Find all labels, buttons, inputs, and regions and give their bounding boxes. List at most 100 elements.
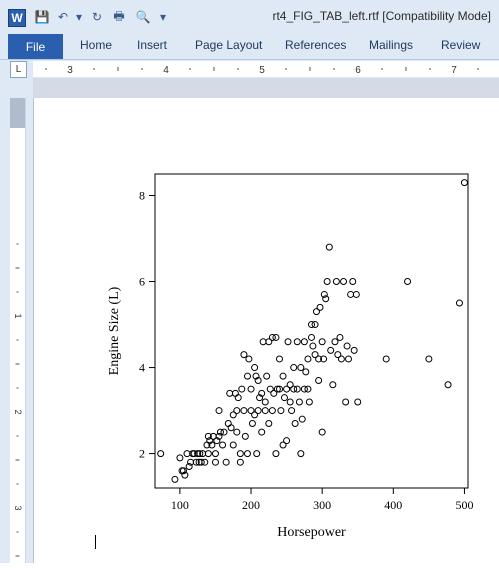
data-point bbox=[283, 437, 291, 445]
data-point bbox=[216, 428, 224, 436]
tab-references[interactable]: References bbox=[285, 38, 347, 52]
data-point bbox=[290, 385, 298, 393]
data-point bbox=[261, 407, 269, 415]
data-point bbox=[272, 333, 280, 341]
data-point bbox=[268, 333, 276, 341]
data-point bbox=[233, 407, 241, 415]
ruler-row: L 3 4 5 6 7 bbox=[0, 60, 499, 78]
data-point bbox=[254, 376, 262, 384]
data-point bbox=[350, 346, 358, 354]
data-point bbox=[215, 432, 223, 440]
data-point bbox=[305, 398, 313, 406]
x-tick-label: 400 bbox=[384, 498, 402, 512]
y-tick-label: 8 bbox=[139, 189, 145, 203]
ruler-label: 4 bbox=[163, 65, 169, 76]
ruler-label: 2 bbox=[13, 409, 23, 414]
data-point bbox=[455, 299, 463, 307]
tab-selector-button[interactable]: L bbox=[10, 61, 27, 78]
data-point bbox=[227, 424, 235, 432]
data-point bbox=[315, 355, 323, 363]
word-logo-icon[interactable]: W bbox=[8, 9, 26, 27]
data-point bbox=[219, 441, 227, 449]
undo-dropdown-icon[interactable]: ▾ bbox=[75, 10, 83, 24]
data-point bbox=[329, 381, 337, 389]
vertical-ruler[interactable]: 1234 bbox=[10, 98, 26, 563]
data-point bbox=[304, 385, 312, 393]
tab-review[interactable]: Review bbox=[441, 38, 481, 52]
data-point bbox=[241, 432, 249, 440]
data-point bbox=[275, 355, 283, 363]
text-cursor bbox=[95, 535, 96, 549]
data-point bbox=[224, 419, 232, 427]
data-point bbox=[201, 458, 209, 466]
data-point bbox=[183, 450, 191, 458]
data-point bbox=[231, 389, 239, 397]
data-point bbox=[308, 321, 315, 329]
data-point bbox=[194, 450, 202, 458]
data-point bbox=[302, 368, 310, 376]
data-point bbox=[280, 394, 288, 402]
data-point bbox=[460, 179, 468, 187]
data-point bbox=[336, 333, 344, 341]
data-point bbox=[275, 385, 283, 393]
data-point bbox=[211, 458, 219, 466]
page-gap bbox=[33, 78, 499, 98]
data-point bbox=[215, 407, 223, 415]
data-point bbox=[251, 364, 259, 372]
data-point bbox=[265, 419, 273, 427]
data-point bbox=[229, 411, 237, 419]
data-point bbox=[204, 432, 212, 440]
horizontal-ruler[interactable]: 3 4 5 6 7 bbox=[33, 61, 499, 77]
data-point bbox=[233, 428, 241, 436]
data-point bbox=[316, 303, 324, 311]
document-page[interactable]: 100 200 300 400 500 2 4 6 8 Horsepower Engine Si… bbox=[33, 98, 499, 563]
x-tick-label: 500 bbox=[455, 498, 473, 512]
title-bar: W 💾 ↶ ▾ ↻ 🖶 🔍 ▾ rt4_FIG_TAB_left.rtf [Compatibi… bbox=[0, 0, 499, 32]
data-point bbox=[196, 450, 204, 458]
tab-mailings[interactable]: Mailings bbox=[369, 38, 414, 52]
ruler-label: 1 bbox=[13, 313, 23, 318]
tab-home[interactable]: Home bbox=[80, 38, 113, 52]
tab-page-layout[interactable]: Page Layout bbox=[195, 38, 263, 52]
data-point bbox=[261, 398, 269, 406]
redo-icon[interactable]: ↻ bbox=[91, 10, 103, 24]
data-point bbox=[248, 419, 256, 427]
data-point bbox=[226, 389, 234, 397]
ruler-label: 7 bbox=[451, 65, 457, 76]
data-point bbox=[222, 458, 230, 466]
data-point bbox=[234, 394, 242, 402]
data-point bbox=[349, 278, 357, 286]
data-point bbox=[236, 458, 244, 466]
data-point bbox=[342, 398, 350, 406]
data-point bbox=[181, 471, 189, 479]
data-point bbox=[315, 376, 323, 384]
data-point bbox=[253, 450, 261, 458]
save-icon[interactable]: 💾 bbox=[34, 10, 50, 24]
data-point bbox=[297, 450, 305, 458]
ruler-label: 3 bbox=[13, 505, 23, 510]
tab-insert[interactable]: Insert bbox=[137, 38, 168, 52]
undo-icon[interactable]: ↶ bbox=[57, 10, 69, 24]
file-tab[interactable]: File bbox=[8, 34, 63, 59]
data-point bbox=[247, 385, 255, 393]
data-point bbox=[208, 441, 216, 449]
data-point bbox=[247, 407, 255, 415]
data-point bbox=[270, 389, 278, 397]
data-point bbox=[251, 411, 259, 419]
data-point bbox=[311, 351, 319, 359]
data-point bbox=[344, 355, 352, 363]
data-point bbox=[204, 450, 212, 458]
data-point bbox=[444, 381, 452, 389]
data-point bbox=[263, 372, 271, 380]
data-point bbox=[238, 385, 246, 393]
customize-toolbar-icon[interactable]: ▾ bbox=[159, 10, 167, 24]
x-tick-label: 100 bbox=[171, 498, 189, 512]
print-preview-icon[interactable]: 🔍 bbox=[135, 10, 151, 24]
data-point bbox=[272, 450, 280, 458]
data-point bbox=[352, 290, 360, 298]
data-point bbox=[277, 407, 285, 415]
y-tick-label: 4 bbox=[139, 361, 145, 375]
print-icon[interactable]: 🖶 bbox=[113, 8, 125, 23]
data-point bbox=[283, 385, 291, 393]
data-point bbox=[298, 415, 306, 423]
